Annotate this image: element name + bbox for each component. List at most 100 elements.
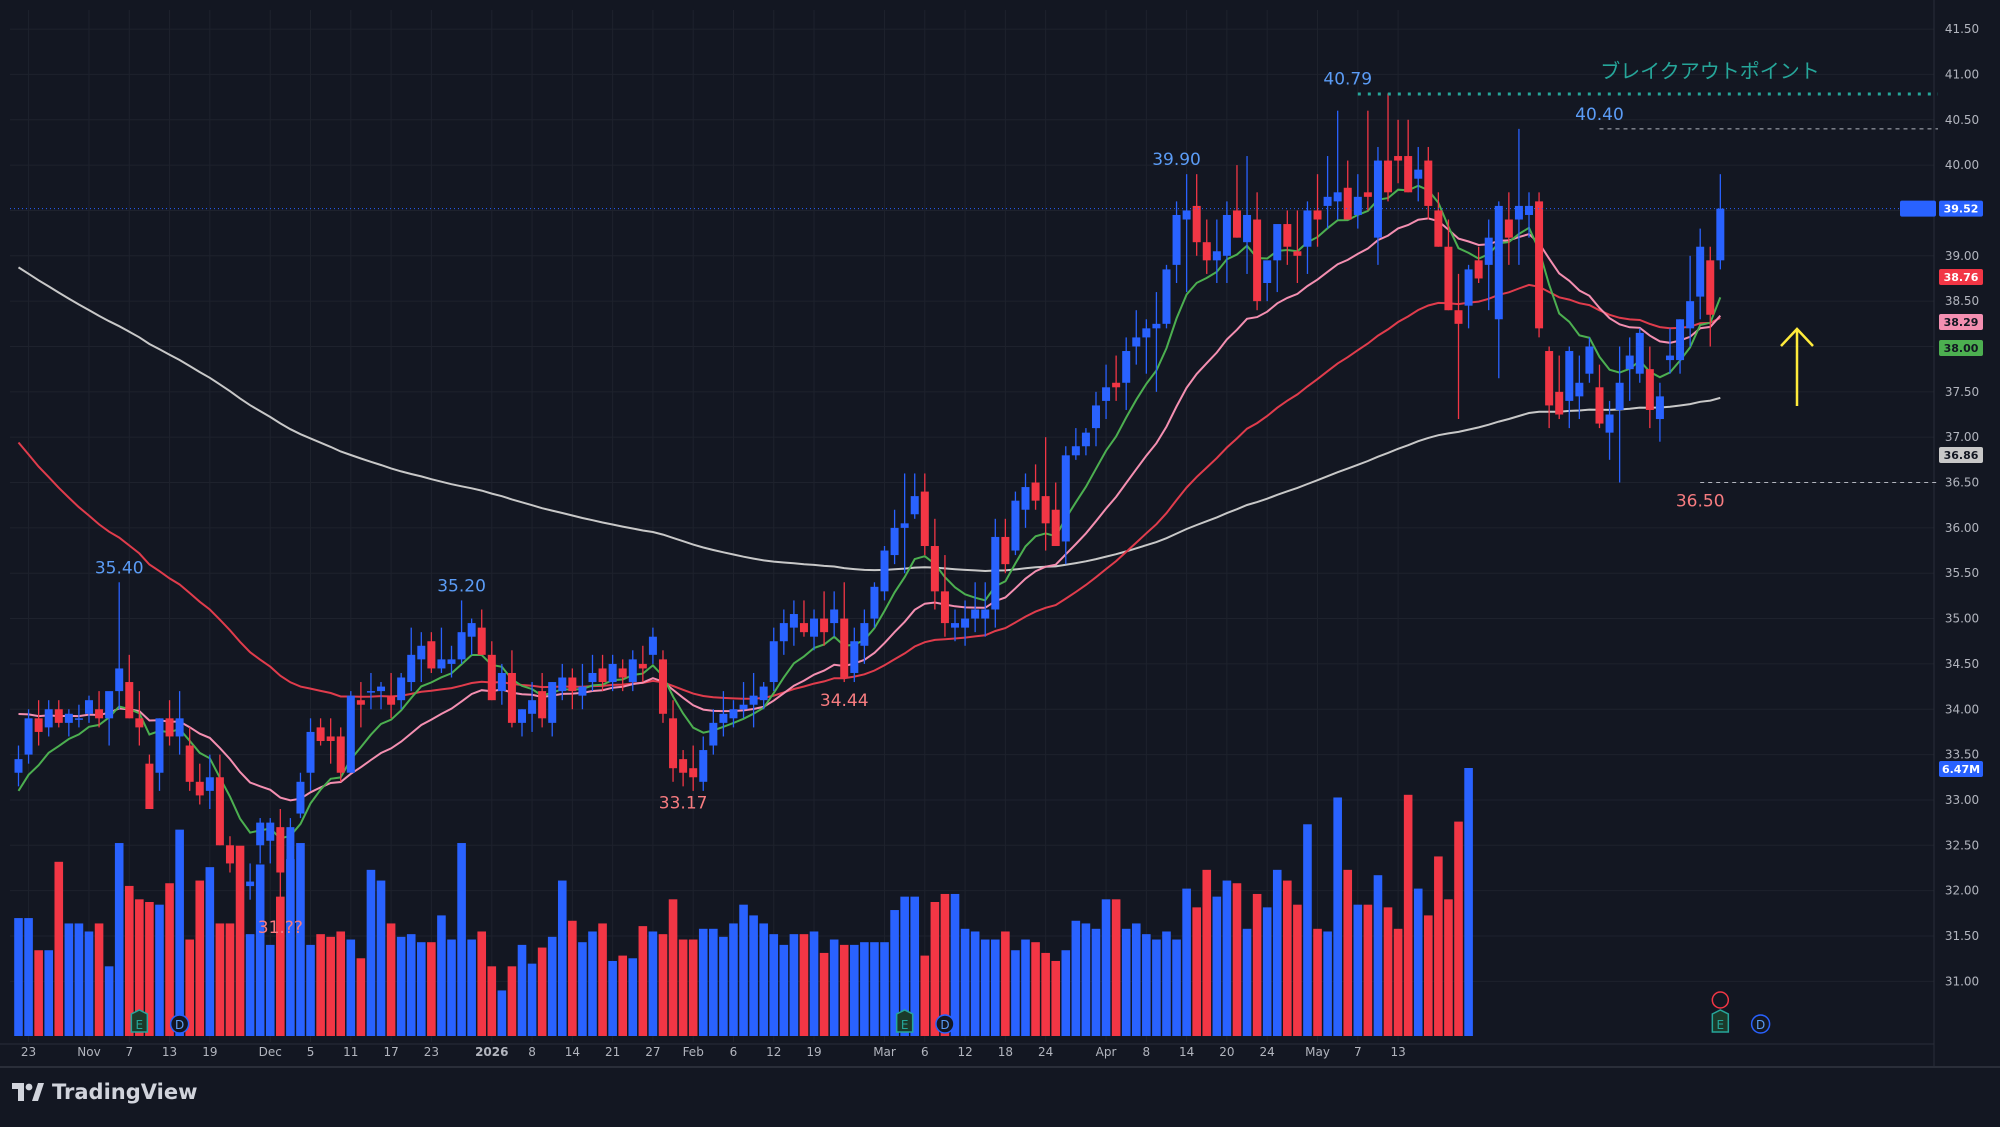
volume-bar [1444,899,1453,1036]
candle [548,682,557,737]
candle-body [1283,224,1292,247]
candle-body [276,827,285,873]
candle [236,881,245,905]
candle [1152,292,1161,392]
volume-bar [789,934,799,1036]
candle-body [1142,328,1151,338]
time-tick-label: May [1305,1045,1330,1059]
candle-body [377,686,386,692]
pivot-label-high: 35.20 [437,576,486,596]
ma-fast-line [17,184,1722,840]
price-tick-label: 34.50 [1945,657,1979,671]
candle [1444,219,1453,311]
candle [820,591,829,646]
volume-bar [970,931,980,1036]
volume-bar [1393,928,1403,1036]
candle [417,632,426,683]
price-tick-label: 38.50 [1945,294,1979,308]
volume-bar [195,880,205,1036]
candle-body [1222,214,1231,256]
ma-mid-tag-text: 38.29 [1944,316,1979,329]
volume-bar [1061,950,1071,1036]
candle-body [1041,496,1050,524]
candle-body [860,623,869,646]
candle-body [759,686,768,701]
volume-bar [1464,768,1473,1036]
candle-body [195,781,204,796]
candle-body [256,822,265,846]
candle [205,754,214,810]
volume-bar [990,939,1000,1036]
candle [739,682,748,719]
volume-bar [698,928,708,1036]
volume-tag: 6.47M [1939,761,1983,777]
candle [1091,391,1100,447]
volume-bar [638,926,648,1036]
ma-slow-tag: 38.76 [1939,269,1983,285]
candle-body [648,636,657,655]
candle-body [1716,208,1725,261]
candle [14,745,23,787]
candle-body [588,672,597,683]
candle [689,745,698,791]
time-tick-label: 24 [1260,1045,1275,1059]
candle-body [558,677,567,692]
volume-bar [255,864,265,1036]
candle [1545,346,1554,429]
volume-bar [1313,928,1322,1036]
candle [618,659,627,692]
volume-bar [920,955,930,1036]
candle [1565,346,1574,429]
candle-body [44,709,53,728]
pivot-label-low: 36.50 [1676,492,1725,512]
candle [709,709,718,755]
tradingview-brand[interactable]: TradingView [12,1080,197,1104]
candle [810,609,819,651]
candle [1021,473,1030,528]
volume-bar [366,869,376,1036]
volume-bar [1242,928,1252,1036]
candle-body [417,645,426,660]
candle [316,718,325,746]
volume-bar [74,923,84,1036]
chart-background [0,0,2000,1066]
price-tick-label: 41.50 [1945,22,1979,36]
candle [1303,201,1312,274]
candle [518,709,526,737]
candle-body [306,731,315,773]
candle [185,727,194,791]
pivot-label-high: 40.79 [1323,69,1372,89]
candle-body [699,750,708,782]
arrow-head-icon [1780,327,1814,347]
candle-body [799,623,808,633]
candle [920,473,929,556]
volume-bar [1454,821,1463,1036]
candle [699,736,708,791]
candle-body [638,663,647,669]
volume-bar [1232,883,1242,1036]
volume-bar [1323,931,1332,1036]
candle [1555,355,1564,420]
volume-bar [799,934,809,1036]
candle [1323,156,1332,229]
candle-body [95,709,104,719]
candle [991,518,1000,628]
candle [74,704,83,728]
candle [1202,219,1211,274]
candle-body [1585,346,1594,374]
volume-bar [1343,869,1353,1036]
candle [1243,156,1252,274]
candle [719,691,728,737]
candle-body [568,677,577,692]
candle-body [1464,269,1473,306]
candle [890,509,899,565]
candle-body [689,768,698,778]
volume-bar [155,904,164,1036]
candle [1585,337,1594,383]
candle-body [165,718,174,737]
price-tick-label: 33.50 [1945,748,1979,762]
price-chart[interactable]: ブレイクアウトポイント 35.40 31.?? 35.20 33.17 34.44 39.9… [0,0,2000,1066]
candle [1373,146,1382,265]
candle [598,654,607,692]
